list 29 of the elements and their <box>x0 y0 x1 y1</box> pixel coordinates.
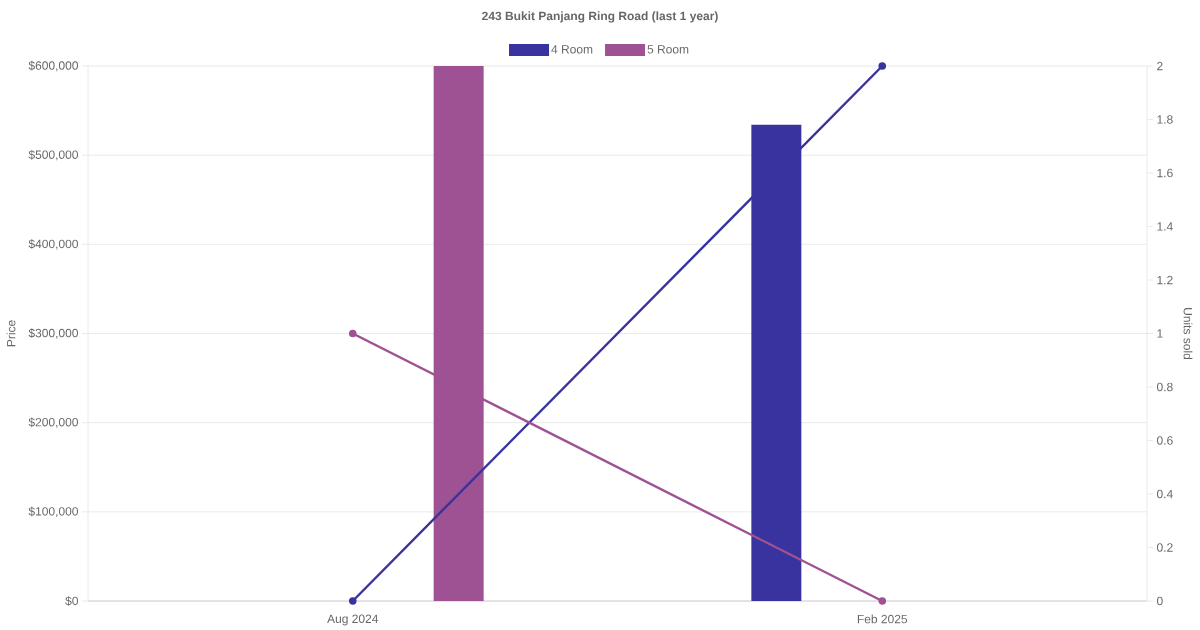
y2-tick-label: 0 <box>1156 596 1163 606</box>
point <box>878 62 887 70</box>
y2-tick-label: 2 <box>1157 61 1163 71</box>
y2-tick-label: 1.2 <box>1157 275 1173 285</box>
x-tick-label: Feb 2025 <box>857 614 908 624</box>
point <box>878 597 887 605</box>
y-axis-title: Price <box>6 320 16 347</box>
y-tick-label: $500,000 <box>28 149 78 161</box>
y-tick-label: $600,000 <box>28 60 78 72</box>
y2-tick-label: 1.8 <box>1157 115 1173 124</box>
y-tick-label: $100,000 <box>28 506 78 518</box>
point <box>348 597 357 605</box>
y2-tick-label: 0.4 <box>1156 489 1173 499</box>
chart-title: 243 Bukit Panjang Ring Road (last 1 year) <box>482 11 718 23</box>
y-tick-label: $400,000 <box>28 239 78 250</box>
point <box>348 329 357 338</box>
legend-label: 4 Room <box>551 45 593 54</box>
y2-tick-label: 1.6 <box>1157 168 1173 178</box>
y2-axis-title: Units sold <box>1183 308 1193 360</box>
x-tick-label: Aug 2024 <box>327 614 379 626</box>
y-tick-label: $300,000 <box>28 328 78 339</box>
y-tick-label: $0 <box>65 596 79 606</box>
legend-label: 5 Room <box>647 45 689 54</box>
y-tick-label: $200,000 <box>28 417 78 428</box>
y2-tick-label: 0.6 <box>1156 436 1173 445</box>
y2-tick-label: 1 <box>1157 329 1163 338</box>
y2-tick-label: 0.2 <box>1156 543 1173 552</box>
y2-tick-label: 0.8 <box>1156 382 1173 392</box>
y2-tick-label: 1.4 <box>1157 222 1173 231</box>
